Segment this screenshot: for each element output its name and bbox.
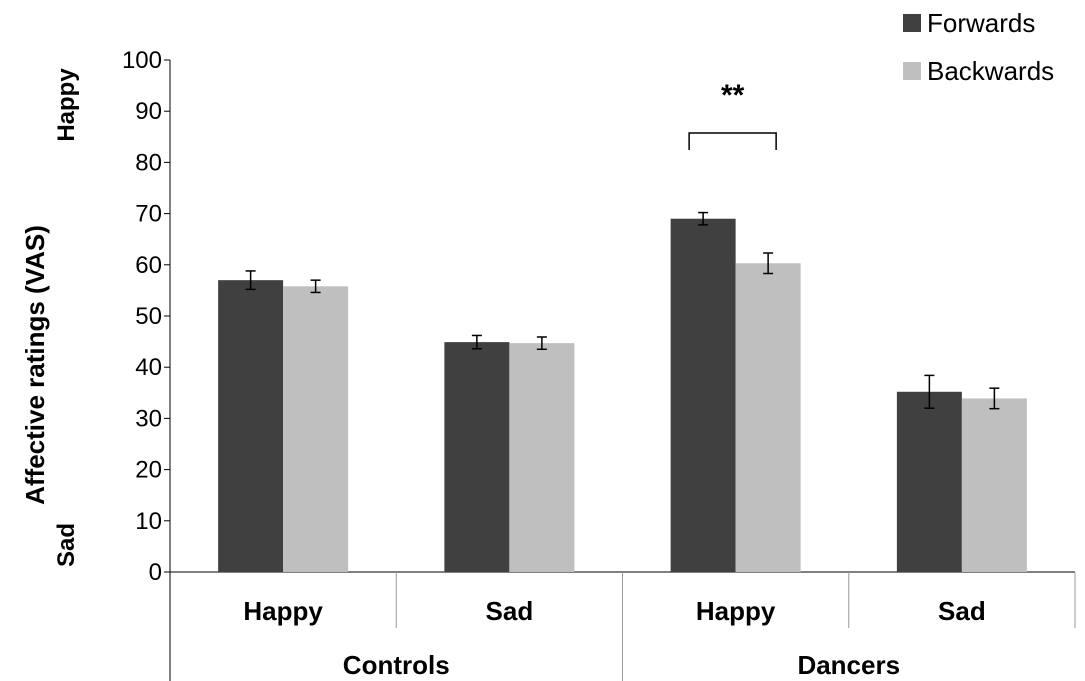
y-anchor-bottom: Sad xyxy=(53,523,80,567)
y-tick-label: 0 xyxy=(149,559,162,586)
y-tick-label: 50 xyxy=(135,303,162,330)
y-anchor-top: Happy xyxy=(53,68,80,142)
x-category-label: Sad xyxy=(938,596,986,626)
y-tick-label: 30 xyxy=(135,405,162,432)
bar-backwards xyxy=(735,263,801,572)
y-tick-label: 10 xyxy=(135,508,162,535)
legend-label-backwards: Backwards xyxy=(927,56,1054,86)
annotations: ** xyxy=(688,79,777,150)
bar-backwards xyxy=(509,343,575,572)
legend-swatch-forwards xyxy=(903,14,921,32)
y-axis-title: Affective ratings (VAS) xyxy=(20,225,50,505)
bar-forwards xyxy=(218,280,284,572)
x-category-label: Happy xyxy=(243,596,323,626)
y-tick-label: 20 xyxy=(135,457,162,484)
y-tick-label: 100 xyxy=(122,47,162,74)
significance-label: ** xyxy=(721,79,745,112)
y-tick-label: 60 xyxy=(135,252,162,279)
y-tick-label: 80 xyxy=(135,149,162,176)
bar-backwards xyxy=(961,398,1027,572)
legend-label-forwards: Forwards xyxy=(927,8,1035,38)
legend: Forwards Backwards xyxy=(903,8,1054,86)
axis-labels: 0 10 20 30 40 50 60 70 80 90 100 Affective ratings … xyxy=(20,47,986,680)
y-tick-label: 90 xyxy=(135,98,162,125)
significance-bracket xyxy=(688,132,777,150)
x-group-label: Dancers xyxy=(797,650,900,680)
bar-forwards xyxy=(444,342,510,572)
bars xyxy=(218,218,1027,572)
bar-backwards xyxy=(283,286,349,572)
y-tick-label: 40 xyxy=(135,354,162,381)
x-category-label: Sad xyxy=(486,596,534,626)
bar-forwards xyxy=(896,391,962,572)
y-tick-label: 70 xyxy=(135,201,162,228)
error-bars xyxy=(245,211,1000,410)
legend-swatch-backwards xyxy=(903,62,921,80)
x-group-label: Controls xyxy=(343,650,450,680)
bar-forwards xyxy=(670,218,736,572)
x-category-label: Happy xyxy=(696,596,776,626)
